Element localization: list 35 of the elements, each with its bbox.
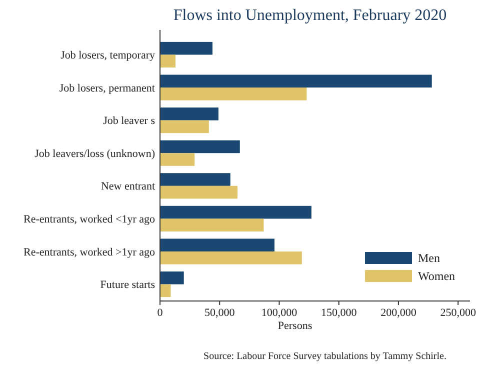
bar bbox=[160, 153, 195, 166]
chart-title: Flows into Unemployment, February 2020 bbox=[173, 7, 447, 24]
bar bbox=[160, 173, 230, 186]
bar bbox=[160, 54, 176, 68]
y-tick-label: Re-entrants, worked <1yr ago bbox=[24, 214, 156, 226]
bar bbox=[160, 284, 171, 298]
bar bbox=[160, 42, 212, 55]
legend-label: Men bbox=[418, 251, 440, 266]
x-tick-label: 100,000 bbox=[261, 307, 298, 319]
bar bbox=[160, 271, 184, 284]
bar bbox=[160, 206, 312, 219]
y-tick-label: Future starts bbox=[100, 279, 155, 292]
bar bbox=[160, 74, 432, 88]
x-tick-label: 50,000 bbox=[204, 307, 236, 319]
x-axis-title: Persons bbox=[278, 320, 312, 332]
bar bbox=[160, 140, 240, 154]
bar bbox=[160, 186, 238, 199]
bar bbox=[160, 238, 274, 252]
bar bbox=[160, 251, 302, 264]
y-tick-label: New entrant bbox=[100, 180, 155, 193]
source-note: Source: Labour Force Survey tabulations by Tammy Schirle. bbox=[204, 351, 446, 362]
y-tick-label: Re-entrants, worked >1yr ago bbox=[24, 246, 156, 258]
bar bbox=[160, 88, 307, 100]
x-tick-label: 200,000 bbox=[380, 307, 417, 319]
bar bbox=[160, 218, 264, 232]
bar bbox=[160, 108, 218, 120]
bar bbox=[160, 120, 209, 134]
x-tick-label: 0 bbox=[157, 307, 164, 319]
legend-label: Women bbox=[418, 269, 456, 284]
y-tick-label: Job losers, permanent bbox=[59, 82, 155, 94]
x-tick-label: 250,000 bbox=[440, 307, 476, 319]
x-tick-label: 150,000 bbox=[320, 307, 358, 319]
y-tick-label: Job leaver s bbox=[103, 115, 155, 128]
y-tick-label: Job losers, temporary bbox=[60, 50, 156, 62]
y-tick-label: Job leavers/loss (unknown) bbox=[34, 148, 156, 160]
